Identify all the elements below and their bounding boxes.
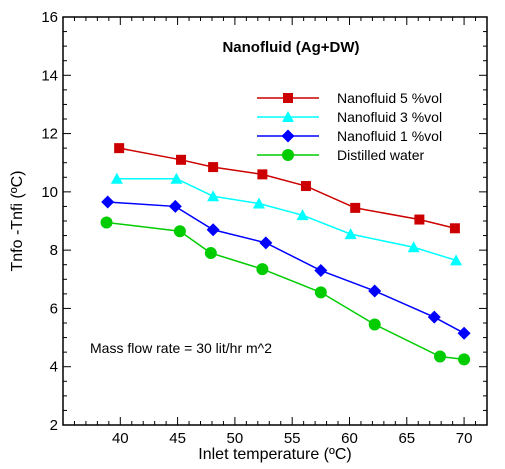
- series-nanofluid-5-vol: [114, 143, 460, 234]
- y-tick-label: 16: [41, 9, 58, 26]
- data-point-distilled-water: [256, 263, 269, 276]
- data-point-nanofluid-5-vol: [208, 162, 219, 173]
- x-tick-label: 65: [398, 430, 415, 447]
- series-line-nanofluid-1-vol: [107, 201, 465, 334]
- legend: Nanofluid 5 %vol Nanofluid 3 %vol Nanoflui…: [257, 90, 442, 163]
- data-point-nanofluid-3-vol: [110, 172, 123, 184]
- legend-marker: [282, 149, 294, 161]
- series-line-nanofluid-3-vol: [116, 177, 457, 262]
- data-point-nanofluid-3-vol: [207, 190, 220, 202]
- annotation-mass-flow-rate: Mass flow rate = 30 lit/hr m^2: [90, 340, 272, 356]
- data-point-nanofluid-5-vol: [176, 154, 187, 165]
- legend-label: Nanofluid 5 %vol: [337, 90, 442, 106]
- data-point-nanofluid-1-vol: [457, 326, 471, 340]
- legend-label: Nanofluid 1 %vol: [337, 128, 442, 144]
- data-point-nanofluid-3-vol: [450, 254, 463, 266]
- legend-item-distilled-water: Distilled water: [257, 147, 424, 163]
- y-tick-label: 4: [50, 359, 58, 376]
- data-point-nanofluid-3-vol: [296, 209, 309, 221]
- data-series: [100, 143, 471, 366]
- data-point-nanofluid-3-vol: [344, 228, 357, 240]
- data-point-nanofluid-1-vol: [427, 310, 441, 324]
- data-point-distilled-water: [434, 350, 447, 363]
- data-point-distilled-water: [173, 225, 186, 238]
- data-point-nanofluid-1-vol: [206, 223, 220, 237]
- legend-item-nanofluid-3-vol: Nanofluid 3 %vol: [257, 109, 442, 125]
- axis-ticks: 40 45 50 55 60 65 70 2 4 6 8 10 12 14 16: [41, 9, 488, 447]
- legend-item-nanofluid-5-vol: Nanofluid 5 %vol: [257, 90, 442, 106]
- legend-item-nanofluid-1-vol: Nanofluid 1 %vol: [257, 128, 442, 144]
- data-point-nanofluid-5-vol: [257, 169, 268, 180]
- x-axis-title: Inlet temperature (ºC): [198, 446, 351, 463]
- data-point-nanofluid-5-vol: [300, 181, 311, 192]
- y-tick-label: 12: [41, 126, 58, 143]
- data-point-nanofluid-1-vol: [168, 199, 182, 213]
- series-line-nanofluid-5-vol: [119, 147, 456, 230]
- series-distilled-water: [100, 216, 471, 366]
- legend-label: Nanofluid 3 %vol: [337, 109, 442, 125]
- data-point-distilled-water: [100, 216, 113, 229]
- data-point-nanofluid-5-vol: [414, 214, 425, 225]
- y-tick-label: 10: [41, 184, 58, 201]
- x-tick-label: 55: [284, 430, 301, 447]
- series-nanofluid-1-vol: [101, 195, 471, 340]
- y-tick-label: 8: [50, 242, 58, 259]
- x-tick-label: 60: [341, 430, 358, 447]
- data-point-distilled-water: [458, 353, 471, 366]
- x-tick-label: 70: [456, 430, 473, 447]
- series-line-distilled-water: [106, 221, 465, 361]
- x-tick-label: 40: [112, 430, 129, 447]
- data-point-distilled-water: [204, 247, 217, 260]
- legend-marker: [283, 93, 293, 103]
- y-axis-title: Tnfo -Tnfi (ºC): [9, 171, 26, 272]
- data-point-nanofluid-5-vol: [449, 223, 460, 234]
- legend-label: Distilled water: [337, 147, 424, 163]
- x-tick-label: 45: [169, 430, 186, 447]
- data-point-nanofluid-1-vol: [259, 236, 273, 250]
- y-tick-label: 2: [50, 417, 58, 434]
- data-point-nanofluid-3-vol: [407, 241, 420, 253]
- y-tick-label: 14: [41, 67, 58, 84]
- series-nanofluid-3-vol: [110, 172, 463, 266]
- legend-marker: [281, 129, 295, 143]
- legend-marker: [282, 111, 294, 122]
- data-point-nanofluid-3-vol: [252, 197, 265, 209]
- y-tick-label: 6: [50, 300, 58, 317]
- x-tick-label: 50: [227, 430, 244, 447]
- data-point-nanofluid-5-vol: [350, 202, 361, 213]
- data-point-nanofluid-1-vol: [101, 195, 115, 209]
- data-point-nanofluid-1-vol: [368, 284, 382, 298]
- data-point-nanofluid-5-vol: [114, 143, 125, 154]
- data-point-nanofluid-3-vol: [170, 172, 183, 184]
- chart-title: Nanofluid (Ag+DW): [222, 39, 359, 56]
- data-point-nanofluid-1-vol: [314, 264, 328, 278]
- data-point-distilled-water: [314, 286, 327, 299]
- data-point-distilled-water: [368, 318, 381, 331]
